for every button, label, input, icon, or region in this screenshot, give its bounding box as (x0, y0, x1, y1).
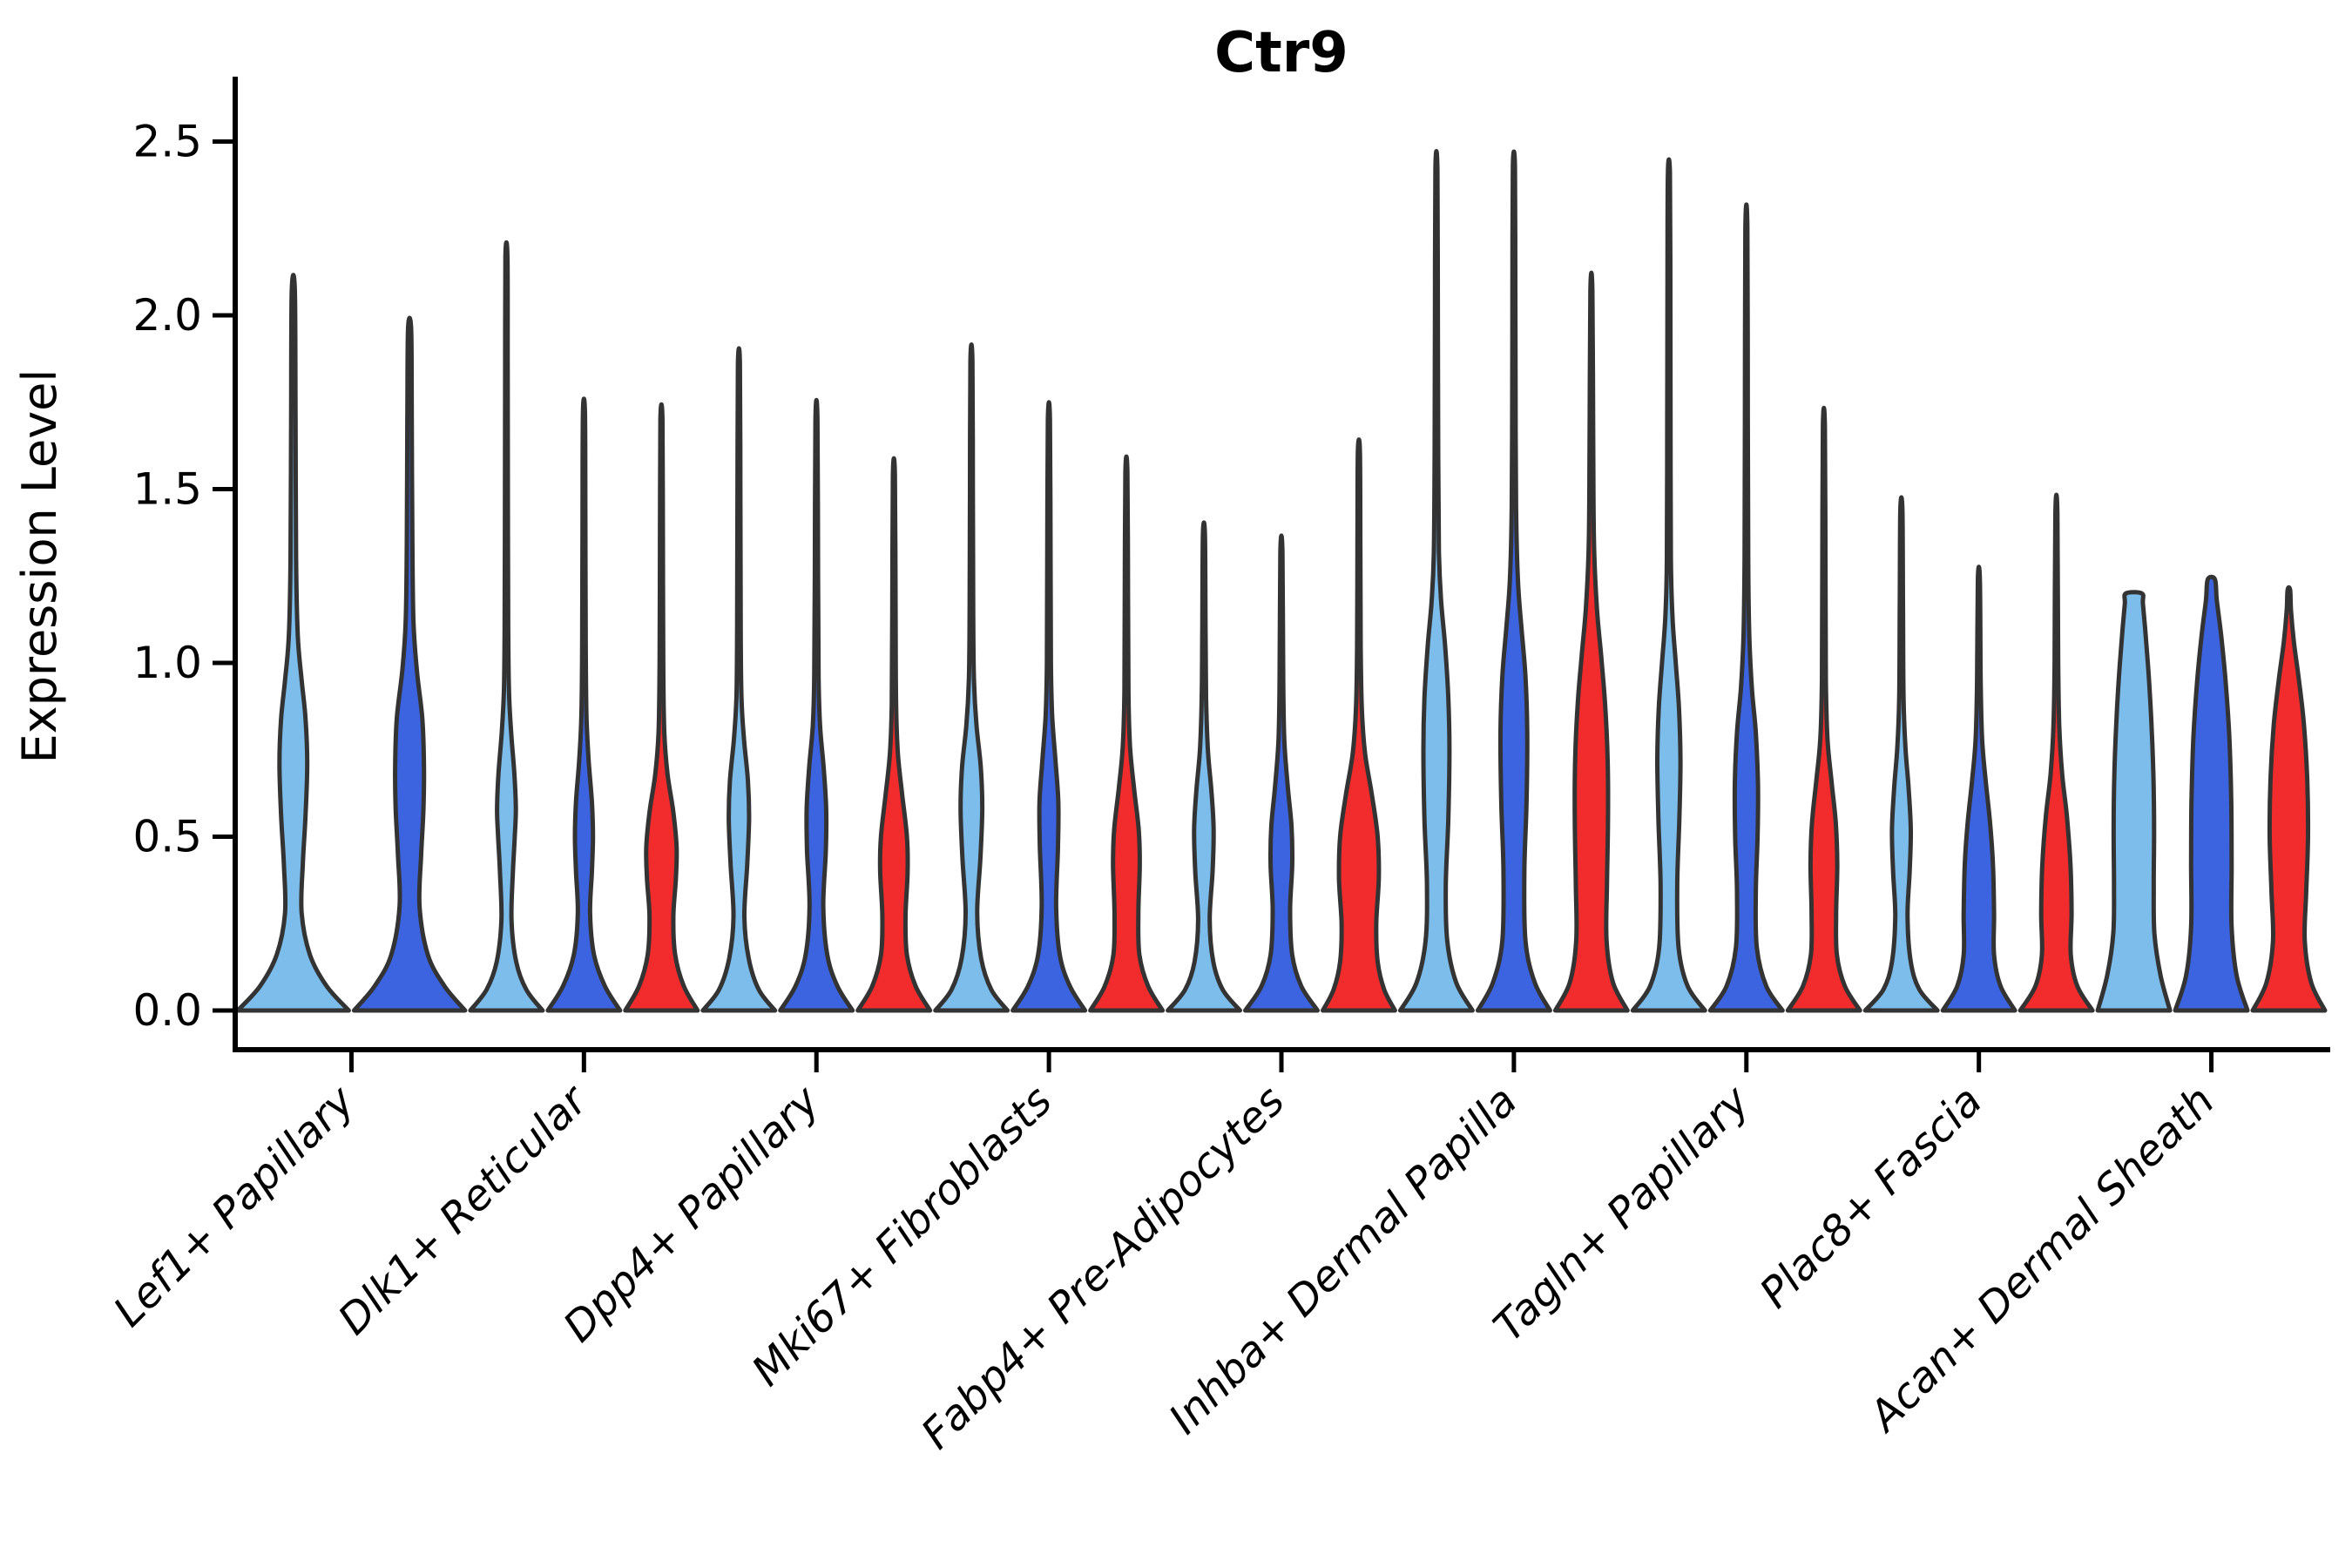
y-tick-label: 0.0 (132, 985, 202, 1036)
violin-red (855, 456, 933, 1013)
violin-group (1397, 148, 1630, 1013)
violin-light_blue (235, 273, 351, 1013)
x-tick-label: Dpp4+ Papillary (554, 1076, 829, 1351)
violin-dark_blue (1475, 149, 1552, 1013)
violin-group (933, 341, 1166, 1013)
violin-group (2095, 574, 2328, 1013)
y-tick-label: 0.5 (132, 812, 202, 862)
y-tick-label: 2.0 (132, 290, 202, 341)
chart-title: Ctr9 (1214, 21, 1348, 85)
violin-red (1088, 454, 1166, 1013)
violin-group (1862, 492, 2095, 1013)
violin-group (235, 273, 468, 1013)
violin-red (1321, 437, 1397, 1013)
violin-light_blue (933, 341, 1010, 1013)
violin-dark_blue (545, 396, 623, 1013)
violin-dark_blue (351, 315, 468, 1013)
violin-group (1166, 437, 1397, 1013)
violin-red (623, 402, 700, 1013)
violin-light_blue (1862, 495, 1940, 1013)
violin-group (1630, 157, 1862, 1013)
violin-light_blue (468, 240, 545, 1013)
violin-light_blue (1630, 157, 1707, 1013)
violin-red (1552, 270, 1630, 1013)
x-tick-label: Plac8+ Fascia (1750, 1077, 1991, 1318)
y-tick-label: 1.0 (132, 638, 202, 688)
violin-red (2250, 585, 2328, 1013)
violin-dark_blue (1243, 533, 1320, 1013)
violin-group (468, 240, 700, 1013)
violin-dark_blue (1707, 202, 1785, 1013)
x-tick-label: Lef1+ Papillary (105, 1076, 365, 1336)
violin-light_blue (2095, 590, 2173, 1013)
violins-layer (235, 148, 2328, 1013)
violin-group (700, 346, 933, 1013)
y-tick-label: 1.5 (132, 464, 202, 515)
violin-dark_blue (778, 397, 855, 1013)
violin-red (1785, 405, 1862, 1013)
violin-light_blue (700, 346, 778, 1013)
y-tick-label: 2.5 (132, 117, 202, 167)
violin-light_blue (1397, 148, 1475, 1013)
x-tick-label: Tagln+ Papillary (1484, 1076, 1760, 1351)
violin-light_blue (1166, 520, 1242, 1013)
violin-dark_blue (1010, 400, 1088, 1013)
x-tick-label: Dlk1+ Reticular (329, 1075, 599, 1345)
violin-red (2017, 492, 2095, 1013)
violin-dark_blue (1940, 564, 2017, 1013)
y-axis-label: Expression Level (12, 369, 67, 764)
violin-dark_blue (2173, 574, 2250, 1013)
